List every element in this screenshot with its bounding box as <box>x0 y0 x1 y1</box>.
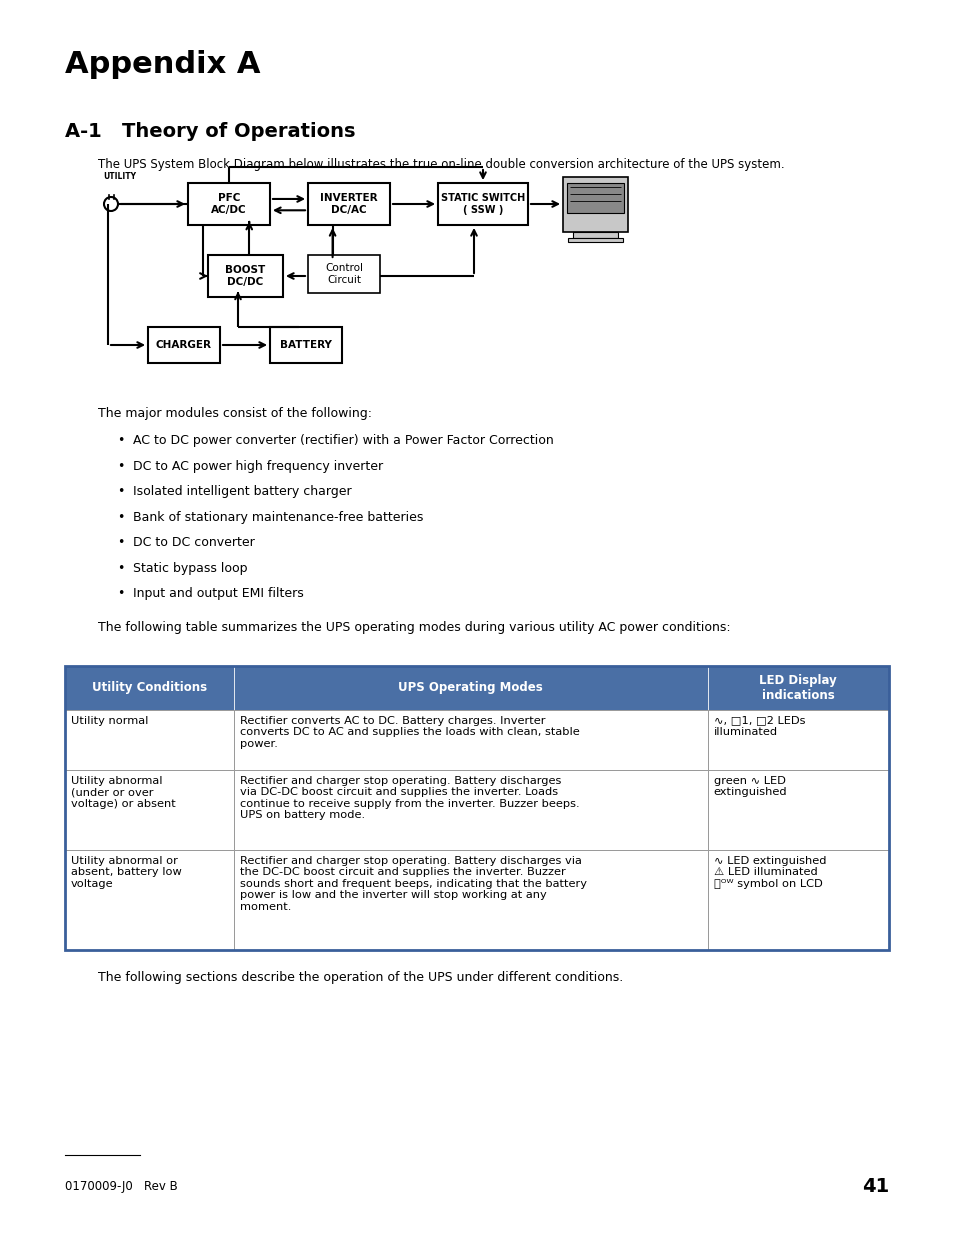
Bar <box>566 183 623 214</box>
Text: STATIC SWITCH
( SSW ): STATIC SWITCH ( SSW ) <box>440 193 524 215</box>
Bar <box>567 238 622 242</box>
Text: 0170009-J0   Rev B: 0170009-J0 Rev B <box>65 1179 177 1193</box>
Text: •: • <box>117 510 124 524</box>
Text: DC to AC power high frequency inverter: DC to AC power high frequency inverter <box>132 459 383 473</box>
Bar <box>208 254 283 296</box>
Text: •: • <box>117 536 124 550</box>
Text: Rectifier and charger stop operating. Battery discharges
via DC-DC boost circuit: Rectifier and charger stop operating. Ba… <box>239 776 578 820</box>
Text: UTILITY: UTILITY <box>103 172 136 182</box>
Text: ∿, □1, □2 LEDs
illuminated: ∿, □1, □2 LEDs illuminated <box>713 715 804 737</box>
Bar <box>65 850 233 950</box>
Bar <box>233 769 707 850</box>
Text: LED Display
indications: LED Display indications <box>759 673 837 701</box>
Bar <box>188 183 270 225</box>
Text: Control
Circuit: Control Circuit <box>325 263 363 285</box>
Text: •: • <box>117 587 124 600</box>
Text: 41: 41 <box>861 1177 888 1195</box>
Text: AC to DC power converter (rectifier) with a Power Factor Correction: AC to DC power converter (rectifier) wit… <box>132 433 553 447</box>
Bar <box>308 254 379 293</box>
Text: BATTERY: BATTERY <box>280 340 332 350</box>
Text: The following sections describe the operation of the UPS under different conditi: The following sections describe the oper… <box>98 972 622 984</box>
Text: Utility abnormal or
absent, battery low
voltage: Utility abnormal or absent, battery low … <box>71 856 182 889</box>
Text: CHARGER: CHARGER <box>156 340 212 350</box>
Text: •: • <box>117 562 124 574</box>
Text: •: • <box>117 485 124 498</box>
Bar <box>270 327 341 363</box>
Text: DC to DC converter: DC to DC converter <box>132 536 254 550</box>
Text: ∿ LED extinguished
⚠ LED illuminated
Ⓛᴼᵂ symbol on LCD: ∿ LED extinguished ⚠ LED illuminated Ⓛᴼᵂ… <box>713 856 825 889</box>
Bar <box>562 177 627 232</box>
Bar <box>707 769 888 850</box>
Bar <box>233 666 707 709</box>
Text: A-1   Theory of Operations: A-1 Theory of Operations <box>65 122 355 141</box>
Bar <box>707 850 888 950</box>
Bar <box>65 769 233 850</box>
Bar <box>707 666 888 709</box>
Bar <box>308 183 390 225</box>
Bar <box>65 709 233 769</box>
Bar <box>65 666 233 709</box>
Text: The UPS System Block Diagram below illustrates the true on-line double conversio: The UPS System Block Diagram below illus… <box>98 158 783 170</box>
Text: Appendix A: Appendix A <box>65 49 260 79</box>
Bar <box>707 709 888 769</box>
Bar <box>437 183 527 225</box>
Text: Bank of stationary maintenance-free batteries: Bank of stationary maintenance-free batt… <box>132 510 423 524</box>
Text: The following table summarizes the UPS operating modes during various utility AC: The following table summarizes the UPS o… <box>98 620 730 634</box>
Bar <box>233 850 707 950</box>
Text: INVERTER
DC/AC: INVERTER DC/AC <box>320 193 377 215</box>
Text: Input and output EMI filters: Input and output EMI filters <box>132 587 303 600</box>
Text: Rectifier and charger stop operating. Battery discharges via
the DC-DC boost cir: Rectifier and charger stop operating. Ba… <box>239 856 586 911</box>
Text: Isolated intelligent battery charger: Isolated intelligent battery charger <box>132 485 352 498</box>
Text: Static bypass loop: Static bypass loop <box>132 562 247 574</box>
Text: •: • <box>117 459 124 473</box>
Text: Utility abnormal
(under or over
voltage) or absent: Utility abnormal (under or over voltage)… <box>71 776 175 809</box>
Text: PFC
AC/DC: PFC AC/DC <box>211 193 247 215</box>
Text: UPS Operating Modes: UPS Operating Modes <box>398 680 542 694</box>
Text: Utility normal: Utility normal <box>71 715 149 725</box>
Bar <box>233 709 707 769</box>
Text: Rectifier converts AC to DC. Battery charges. Inverter
converts DC to AC and sup: Rectifier converts AC to DC. Battery cha… <box>239 715 579 748</box>
Text: Utility Conditions: Utility Conditions <box>91 680 207 694</box>
Bar <box>65 666 888 950</box>
Bar <box>148 327 220 363</box>
Bar <box>573 232 618 238</box>
Text: The major modules consist of the following:: The major modules consist of the followi… <box>98 408 372 420</box>
Text: BOOST
DC/DC: BOOST DC/DC <box>225 266 265 287</box>
Text: green ∿ LED
extinguished: green ∿ LED extinguished <box>713 776 786 797</box>
Text: •: • <box>117 433 124 447</box>
